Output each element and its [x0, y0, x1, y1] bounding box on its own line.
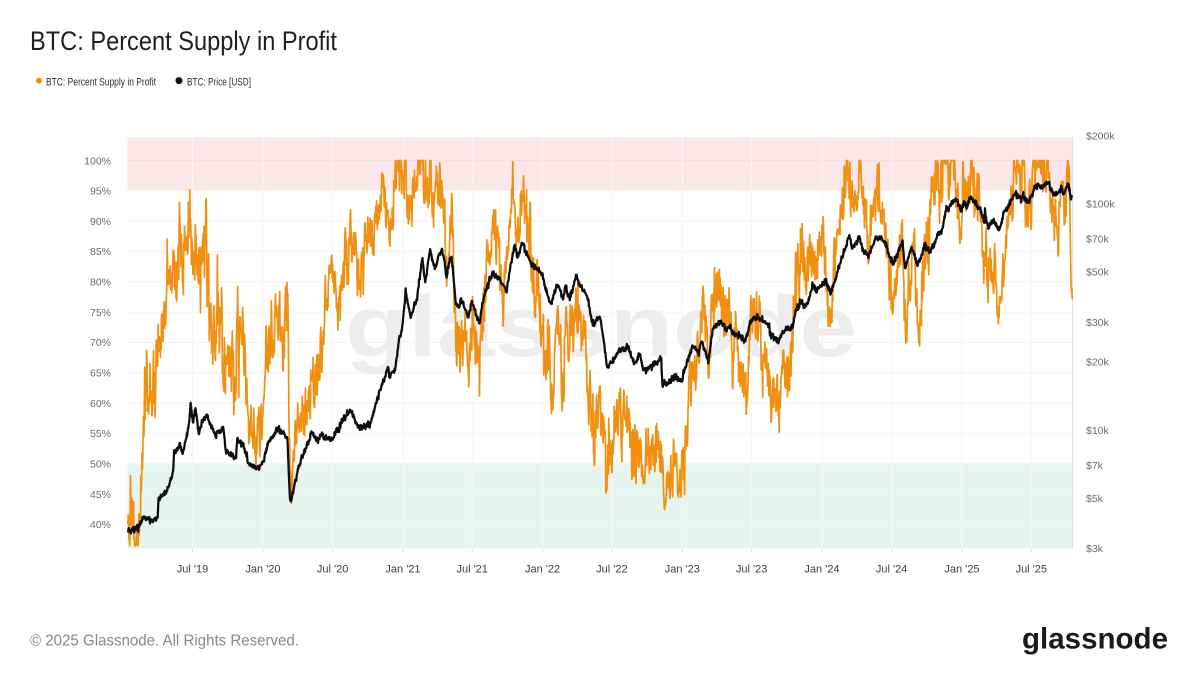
- svg-text:Jul '22: Jul '22: [596, 564, 627, 576]
- svg-text:Jan '22: Jan '22: [525, 564, 560, 576]
- svg-text:85%: 85%: [90, 246, 111, 258]
- svg-text:Jul '19: Jul '19: [177, 564, 208, 576]
- svg-text:Jul '23: Jul '23: [736, 564, 767, 576]
- svg-text:70%: 70%: [90, 337, 111, 349]
- svg-text:90%: 90%: [90, 216, 111, 228]
- svg-text:95%: 95%: [90, 186, 111, 198]
- svg-text:50%: 50%: [90, 459, 111, 471]
- svg-text:100%: 100%: [84, 155, 111, 167]
- svg-text:BTC: Percent Supply in Profit: BTC: Percent Supply in Profit: [30, 26, 338, 56]
- svg-text:$3k: $3k: [1086, 543, 1104, 555]
- svg-text:Jul '20: Jul '20: [317, 564, 348, 576]
- svg-text:Jul '21: Jul '21: [456, 564, 487, 576]
- svg-text:$20k: $20k: [1086, 357, 1110, 369]
- svg-text:75%: 75%: [90, 307, 111, 319]
- svg-text:Jan '25: Jan '25: [944, 564, 979, 576]
- svg-text:$50k: $50k: [1086, 267, 1110, 279]
- svg-text:$7k: $7k: [1086, 460, 1104, 472]
- svg-text:glassnode: glassnode: [1022, 623, 1168, 656]
- svg-text:Jan '23: Jan '23: [665, 564, 700, 576]
- svg-text:BTC: Price [USD]: BTC: Price [USD]: [187, 76, 251, 88]
- svg-text:Jul '25: Jul '25: [1016, 564, 1047, 576]
- svg-text:60%: 60%: [90, 398, 111, 410]
- svg-text:Jul '24: Jul '24: [876, 564, 907, 576]
- svg-text:$10k: $10k: [1086, 425, 1110, 437]
- svg-text:40%: 40%: [90, 519, 111, 531]
- svg-text:BTC: Percent Supply in Profit: BTC: Percent Supply in Profit: [46, 76, 156, 88]
- svg-text:Jan '24: Jan '24: [804, 564, 839, 576]
- svg-text:55%: 55%: [90, 428, 111, 440]
- svg-text:Jan '21: Jan '21: [385, 564, 420, 576]
- svg-text:$200k: $200k: [1086, 130, 1115, 142]
- svg-text:80%: 80%: [90, 277, 111, 289]
- svg-text:Jan '20: Jan '20: [245, 564, 280, 576]
- svg-text:$70k: $70k: [1086, 234, 1110, 246]
- svg-text:$100k: $100k: [1086, 199, 1115, 211]
- svg-text:45%: 45%: [90, 489, 111, 501]
- svg-text:© 2025 Glassnode. All Rights R: © 2025 Glassnode. All Rights Reserved.: [30, 633, 299, 650]
- svg-text:$5k: $5k: [1086, 493, 1104, 505]
- svg-text:65%: 65%: [90, 368, 111, 380]
- svg-text:$30k: $30k: [1086, 317, 1110, 329]
